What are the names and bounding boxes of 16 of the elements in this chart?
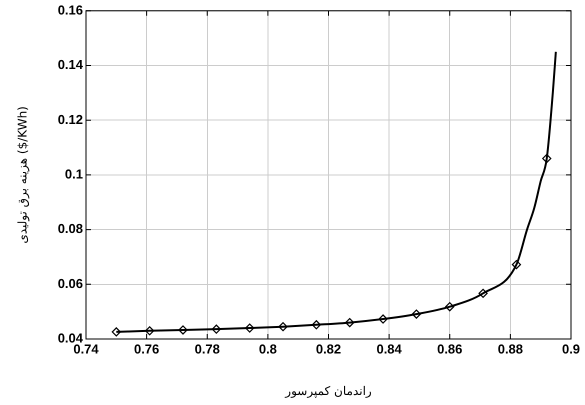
y-tick-label: 0.16 <box>58 2 83 18</box>
x-tick-label: 0.76 <box>134 341 160 356</box>
y-tick-label: 0.06 <box>58 276 83 291</box>
y-tick-label: 0.14 <box>58 57 84 72</box>
y-tick-label: 0.1 <box>64 166 83 182</box>
x-tick-label: 0.84 <box>376 341 403 356</box>
x-axis-title: راندمان کمپرسور <box>284 384 372 398</box>
x-tick-label: 0.78 <box>194 341 220 356</box>
x-tick-label: 0.86 <box>437 341 462 356</box>
y-tick-label: 0.08 <box>58 221 83 236</box>
x-tick-label: 0.8 <box>258 341 277 356</box>
y-tick-label: 0.12 <box>58 112 83 127</box>
y-axis-title: هزینه برق تولیدی ($/KWh) <box>15 106 30 244</box>
x-tick-label: 0.82 <box>316 341 342 356</box>
x-tick-label: 0.88 <box>498 341 524 356</box>
x-tick-label: 0.9 <box>562 341 580 356</box>
